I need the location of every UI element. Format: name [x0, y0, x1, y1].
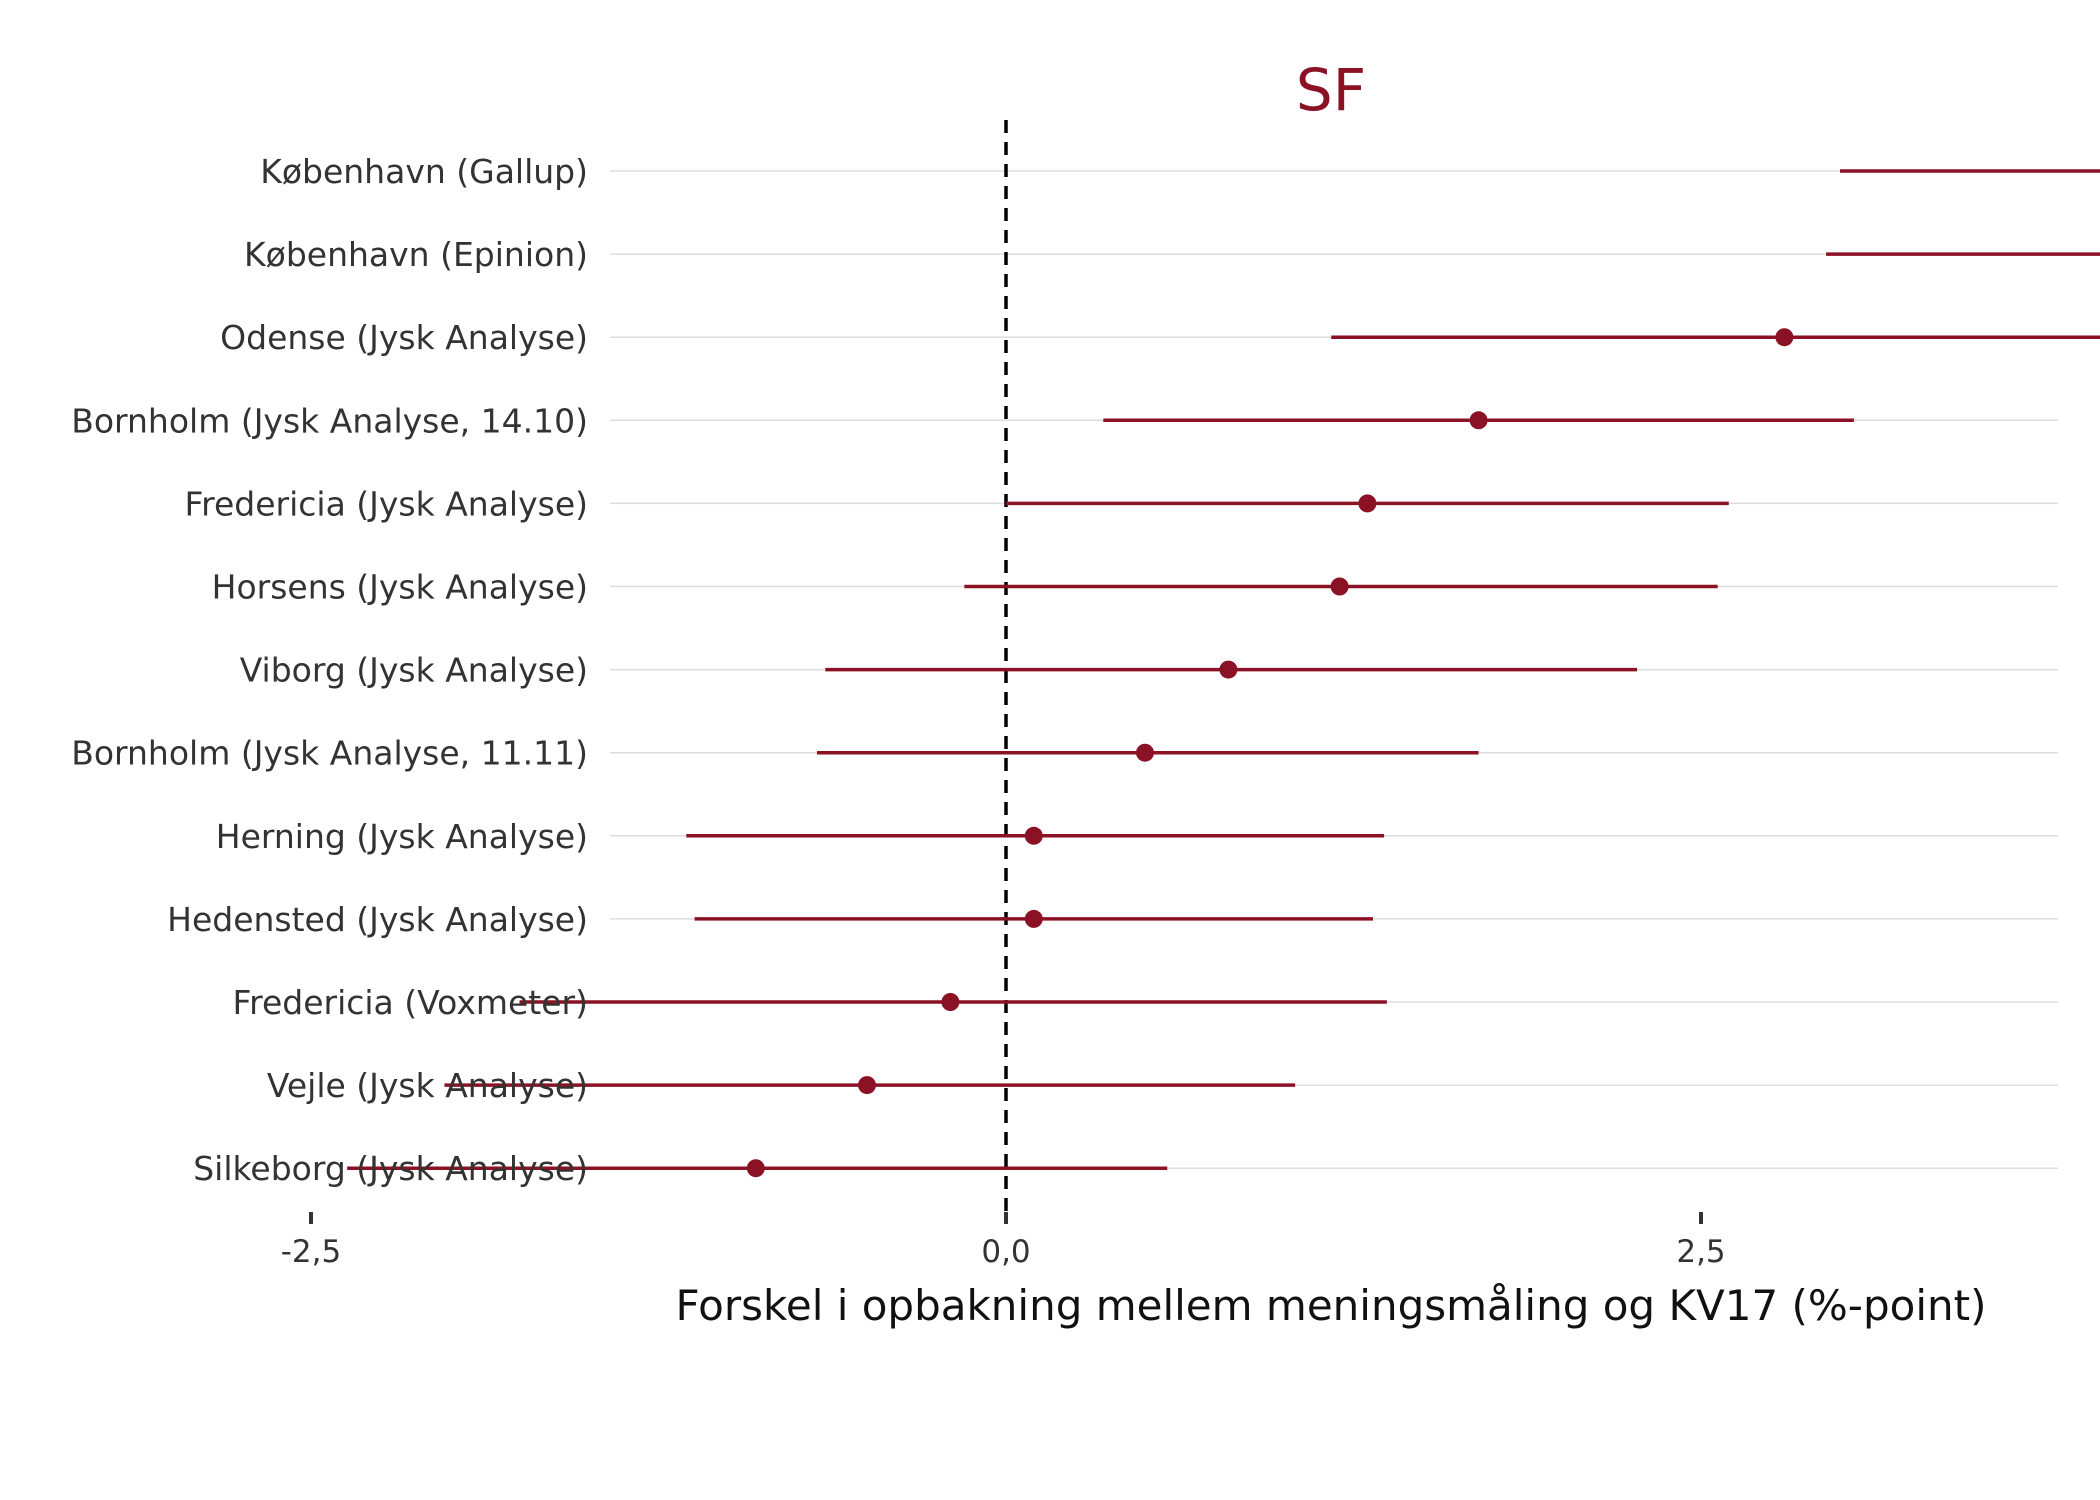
x-tick-label: 0,0	[981, 1234, 1030, 1270]
category-label: Hedensted (Jysk Analyse)	[167, 900, 588, 939]
point-estimate	[1024, 909, 1043, 928]
category-label: Fredericia (Jysk Analyse)	[185, 484, 588, 523]
category-label: Odense (Jysk Analyse)	[220, 318, 588, 357]
category-label: Bornholm (Jysk Analyse, 11.11)	[71, 734, 588, 773]
category-label: Vejle (Jysk Analyse)	[267, 1066, 588, 1105]
point-estimate	[1358, 494, 1377, 513]
point-estimate	[1775, 328, 1794, 347]
point-estimate	[858, 1076, 876, 1095]
x-tick-label: -2,5	[281, 1234, 342, 1270]
point-estimate	[1136, 743, 1154, 762]
point-estimate	[746, 1159, 765, 1178]
point-estimate	[941, 993, 960, 1011]
category-labels: København (Gallup) København (Epinion) Ode…	[71, 152, 588, 1188]
point-estimate	[1024, 826, 1043, 845]
chart-title: SF	[1296, 56, 1366, 124]
category-label: Silkeborg (Jysk Analyse)	[193, 1149, 588, 1188]
point-estimates	[746, 328, 1794, 1178]
x-axis-title: Forskel i opbakning mellem meningsmåling…	[676, 1281, 1987, 1330]
x-tick-label: 2,5	[1676, 1234, 1725, 1270]
x-axis-ticks: -2,50,02,55,07,5	[281, 1212, 1726, 1270]
category-label: Herning (Jysk Analyse)	[216, 817, 588, 856]
category-label: København (Gallup)	[260, 152, 588, 191]
category-label: Horsens (Jysk Analyse)	[212, 568, 588, 607]
point-estimate	[1219, 660, 1238, 679]
category-label: Viborg (Jysk Analyse)	[240, 651, 588, 690]
category-label: Bornholm (Jysk Analyse, 14.10)	[71, 401, 588, 440]
point-estimate	[1330, 577, 1349, 596]
category-label: Fredericia (Voxmeter)	[233, 983, 588, 1022]
category-label: København (Epinion)	[244, 235, 588, 274]
point-estimate	[1469, 411, 1488, 430]
